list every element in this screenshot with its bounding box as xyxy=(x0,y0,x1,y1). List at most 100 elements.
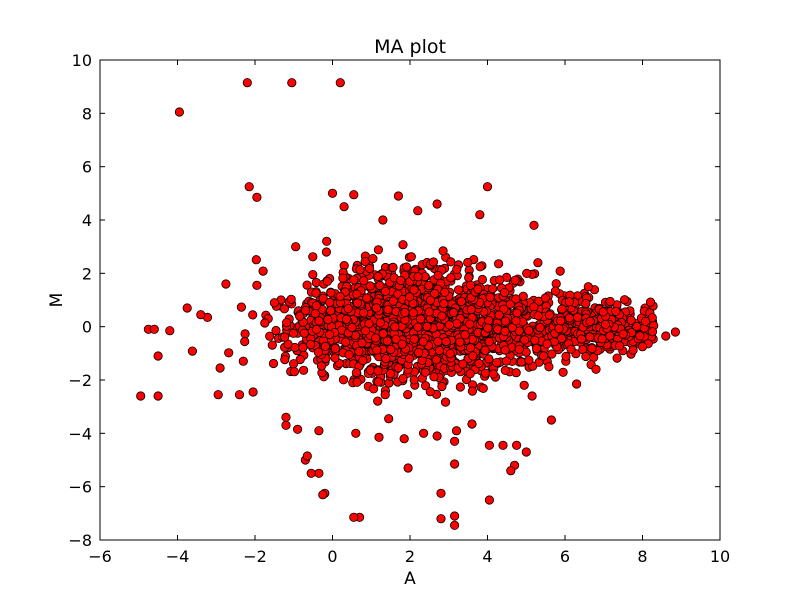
data-point xyxy=(557,333,567,343)
data-point xyxy=(380,390,390,400)
data-point xyxy=(500,316,511,326)
data-point xyxy=(400,307,410,317)
data-point xyxy=(533,311,543,321)
data-point xyxy=(506,466,516,476)
data-point xyxy=(311,288,321,298)
data-point xyxy=(585,316,595,326)
data-point xyxy=(510,275,520,285)
data-point xyxy=(557,304,567,314)
data-point xyxy=(343,303,353,314)
data-point xyxy=(324,329,335,340)
data-point xyxy=(464,273,474,283)
data-point xyxy=(306,339,316,349)
data-point xyxy=(382,336,392,346)
data-point xyxy=(432,199,442,209)
data-point xyxy=(153,351,163,361)
data-point xyxy=(268,358,279,369)
data-point xyxy=(446,257,456,267)
data-point xyxy=(174,107,184,117)
data-point xyxy=(378,329,388,339)
data-point xyxy=(420,367,430,377)
data-point xyxy=(311,301,321,311)
data-point xyxy=(364,318,374,329)
x-tick-label: 0 xyxy=(327,547,337,566)
data-point xyxy=(280,354,290,365)
data-point xyxy=(538,351,549,361)
data-point xyxy=(368,384,379,394)
data-point xyxy=(465,319,475,329)
data-point xyxy=(234,390,245,400)
data-point xyxy=(311,324,321,334)
data-point xyxy=(433,270,443,281)
data-point xyxy=(251,255,261,265)
data-point xyxy=(292,424,303,434)
data-point xyxy=(587,343,597,354)
data-point xyxy=(373,271,383,282)
data-point xyxy=(362,293,372,303)
data-point xyxy=(316,361,327,371)
data-point xyxy=(321,247,331,257)
data-point xyxy=(535,322,545,333)
data-point xyxy=(484,337,494,347)
data-point xyxy=(403,389,413,400)
data-point xyxy=(355,265,365,275)
data-point xyxy=(670,327,681,337)
data-point xyxy=(576,334,587,344)
data-point xyxy=(488,284,498,294)
data-point xyxy=(618,329,628,339)
data-point xyxy=(409,285,419,295)
data-point xyxy=(555,266,565,276)
data-point xyxy=(436,514,446,524)
data-point xyxy=(318,490,328,500)
data-point xyxy=(153,391,163,401)
data-point xyxy=(465,369,475,379)
data-point xyxy=(436,488,446,498)
data-point xyxy=(597,334,607,344)
data-point xyxy=(352,298,363,308)
data-point xyxy=(370,333,381,343)
data-point xyxy=(465,280,476,290)
data-point xyxy=(460,330,470,340)
data-point xyxy=(260,318,270,328)
data-point xyxy=(484,354,494,364)
data-point xyxy=(365,281,375,291)
data-point xyxy=(432,431,442,441)
data-point xyxy=(399,434,409,444)
data-point xyxy=(522,268,532,278)
data-point xyxy=(368,254,378,264)
data-point xyxy=(409,334,419,344)
data-point xyxy=(240,336,250,347)
data-point xyxy=(437,311,447,321)
data-point xyxy=(458,359,468,369)
data-point xyxy=(349,190,359,200)
data-point xyxy=(349,275,359,285)
data-point xyxy=(585,332,595,342)
data-point xyxy=(373,377,383,387)
x-tick-label: −2 xyxy=(243,547,267,566)
data-point xyxy=(439,298,449,309)
data-point xyxy=(438,246,448,256)
data-point xyxy=(446,273,456,283)
data-point xyxy=(299,328,309,338)
data-point xyxy=(287,78,297,88)
data-point xyxy=(322,276,332,286)
data-point xyxy=(326,288,336,298)
data-point xyxy=(511,316,521,326)
data-point xyxy=(480,345,490,355)
data-point xyxy=(365,365,375,375)
y-tick-label: 0 xyxy=(82,318,92,337)
data-point xyxy=(335,291,345,301)
data-point xyxy=(529,302,539,312)
data-point xyxy=(637,342,648,352)
data-point xyxy=(384,414,394,424)
data-point xyxy=(611,306,621,316)
data-point xyxy=(298,365,309,375)
data-point xyxy=(339,202,349,212)
data-point xyxy=(313,347,323,357)
data-point xyxy=(474,358,484,369)
data-point xyxy=(635,331,645,341)
data-point xyxy=(468,351,478,361)
data-point xyxy=(265,331,275,341)
data-point xyxy=(373,245,383,255)
